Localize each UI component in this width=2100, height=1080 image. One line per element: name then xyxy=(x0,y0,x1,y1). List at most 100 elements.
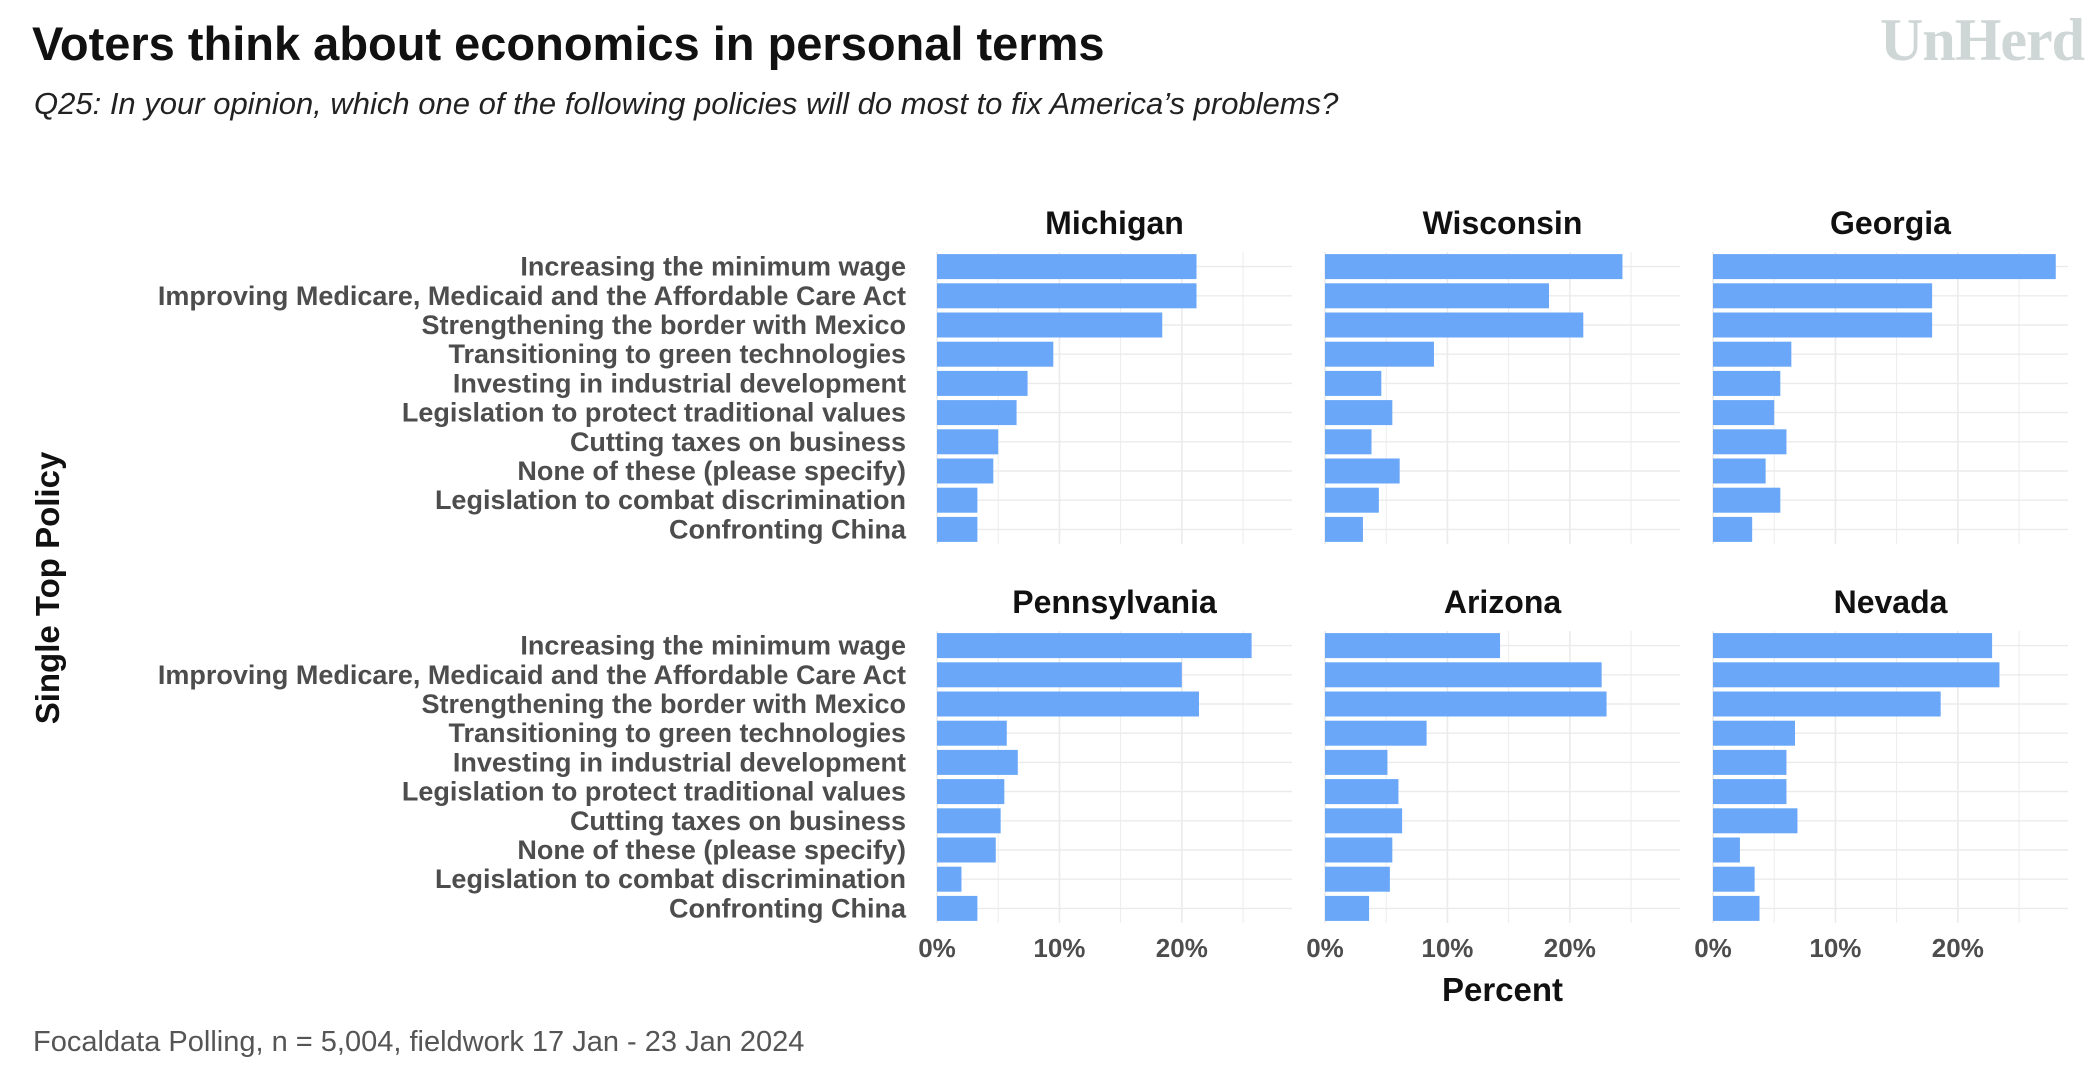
bar xyxy=(937,691,1199,717)
x-axis-title: Percent xyxy=(1442,971,1563,1008)
bar xyxy=(937,312,1163,338)
category-label: Investing in industrial development xyxy=(453,747,906,777)
bar xyxy=(937,895,978,921)
bar xyxy=(937,837,996,863)
facet-panel-arizona: Arizona 0% 10% 20% xyxy=(1306,584,1680,963)
bar xyxy=(1713,283,1933,309)
x-tick-label: 20% xyxy=(1544,933,1596,963)
bar xyxy=(1325,458,1400,484)
bar xyxy=(1325,283,1550,309)
category-label: Legislation to combat discrimination xyxy=(435,864,906,894)
y-axis-title: Single Top Policy xyxy=(29,451,66,724)
bar xyxy=(1713,720,1796,746)
bar xyxy=(1325,691,1607,717)
chart-subtitle: Q25: In your opinion, which one of the f… xyxy=(34,86,1339,121)
category-label: None of these (please specify) xyxy=(517,456,906,486)
x-tick-label: 10% xyxy=(1421,933,1473,963)
bar xyxy=(1325,633,1501,659)
bar xyxy=(937,866,962,892)
facet-title: Georgia xyxy=(1830,205,1951,241)
category-label: Strengthening the border with Mexico xyxy=(421,689,906,719)
bar xyxy=(1713,516,1753,542)
category-label: Legislation to combat discrimination xyxy=(435,485,906,515)
category-label: Confronting China xyxy=(669,514,907,544)
bar xyxy=(1325,749,1388,775)
category-label: Legislation to protect traditional value… xyxy=(402,398,906,428)
bar xyxy=(1325,429,1372,455)
bar xyxy=(1713,749,1787,775)
unherd-logo: UnHerd xyxy=(1880,7,2085,73)
bar xyxy=(1325,370,1382,396)
source-caption: Focaldata Polling, n = 5,004, fieldwork … xyxy=(33,1026,805,1058)
category-label: Increasing the minimum wage xyxy=(520,252,906,282)
bar xyxy=(1713,400,1775,426)
facet-panel-nevada: Nevada 0% 10% 20% xyxy=(1694,584,2068,963)
bar xyxy=(1325,779,1399,805)
category-label: Increasing the minimum wage xyxy=(520,631,906,661)
bar xyxy=(937,283,1197,309)
x-tick-label: 10% xyxy=(1809,933,1861,963)
category-label: Cutting taxes on business xyxy=(570,806,906,836)
bar xyxy=(937,779,1005,805)
x-tick-label: 0% xyxy=(1694,933,1732,963)
category-label: Confronting China xyxy=(669,893,907,923)
category-label: Investing in industrial development xyxy=(453,368,906,398)
x-tick-label: 20% xyxy=(1932,933,1984,963)
facet-title: Pennsylvania xyxy=(1012,584,1217,620)
bar xyxy=(1713,895,1760,921)
x-tick-label: 20% xyxy=(1156,933,1208,963)
bar xyxy=(937,341,1054,367)
category-label: Improving Medicare, Medicaid and the Aff… xyxy=(158,660,906,690)
bar xyxy=(1325,895,1370,921)
bar xyxy=(937,662,1182,688)
category-label: Cutting taxes on business xyxy=(570,427,906,457)
bar xyxy=(1713,312,1933,338)
facet-title: Arizona xyxy=(1444,584,1562,620)
facet-title: Michigan xyxy=(1045,205,1184,241)
bar xyxy=(937,487,978,513)
bar xyxy=(937,370,1028,396)
facet-panel-michigan: Michigan Increasing the minimum wageImpro… xyxy=(158,205,1292,544)
category-label: Legislation to protect traditional value… xyxy=(402,777,906,807)
bar xyxy=(937,458,994,484)
bar xyxy=(937,400,1017,426)
facet-title: Wisconsin xyxy=(1423,205,1583,241)
category-label: Improving Medicare, Medicaid and the Aff… xyxy=(158,281,906,311)
bar xyxy=(1325,720,1427,746)
bar xyxy=(1325,341,1434,367)
bar xyxy=(1713,254,2056,280)
bar xyxy=(937,808,1001,834)
facet-panel-wisconsin: Wisconsin xyxy=(1324,205,1680,544)
bar xyxy=(937,720,1007,746)
x-tick-label: 10% xyxy=(1033,933,1085,963)
bar xyxy=(1325,400,1393,426)
bar xyxy=(1713,370,1781,396)
category-label: Strengthening the border with Mexico xyxy=(421,310,906,340)
category-label: Transitioning to green technologies xyxy=(448,339,906,369)
bar xyxy=(1325,808,1403,834)
facet-panel-georgia: Georgia xyxy=(1712,205,2068,544)
chart-title: Voters think about economics in personal… xyxy=(32,17,1105,70)
bar xyxy=(937,429,999,455)
bar xyxy=(937,633,1252,659)
bar xyxy=(1325,866,1390,892)
x-tick-label: 0% xyxy=(918,933,956,963)
facet-title: Nevada xyxy=(1834,584,1948,620)
bar xyxy=(1325,312,1584,338)
bar xyxy=(1713,487,1781,513)
bar xyxy=(1325,254,1623,280)
bar xyxy=(1713,429,1787,455)
bar xyxy=(937,749,1018,775)
category-label: Transitioning to green technologies xyxy=(448,718,906,748)
bar xyxy=(1713,662,2000,688)
bar xyxy=(1325,662,1602,688)
bar xyxy=(937,254,1197,280)
bar xyxy=(1713,691,1941,717)
category-label: None of these (please specify) xyxy=(517,835,906,865)
bar xyxy=(1713,458,1766,484)
x-tick-label: 0% xyxy=(1306,933,1344,963)
bar xyxy=(1713,808,1798,834)
bar xyxy=(1713,633,1993,659)
